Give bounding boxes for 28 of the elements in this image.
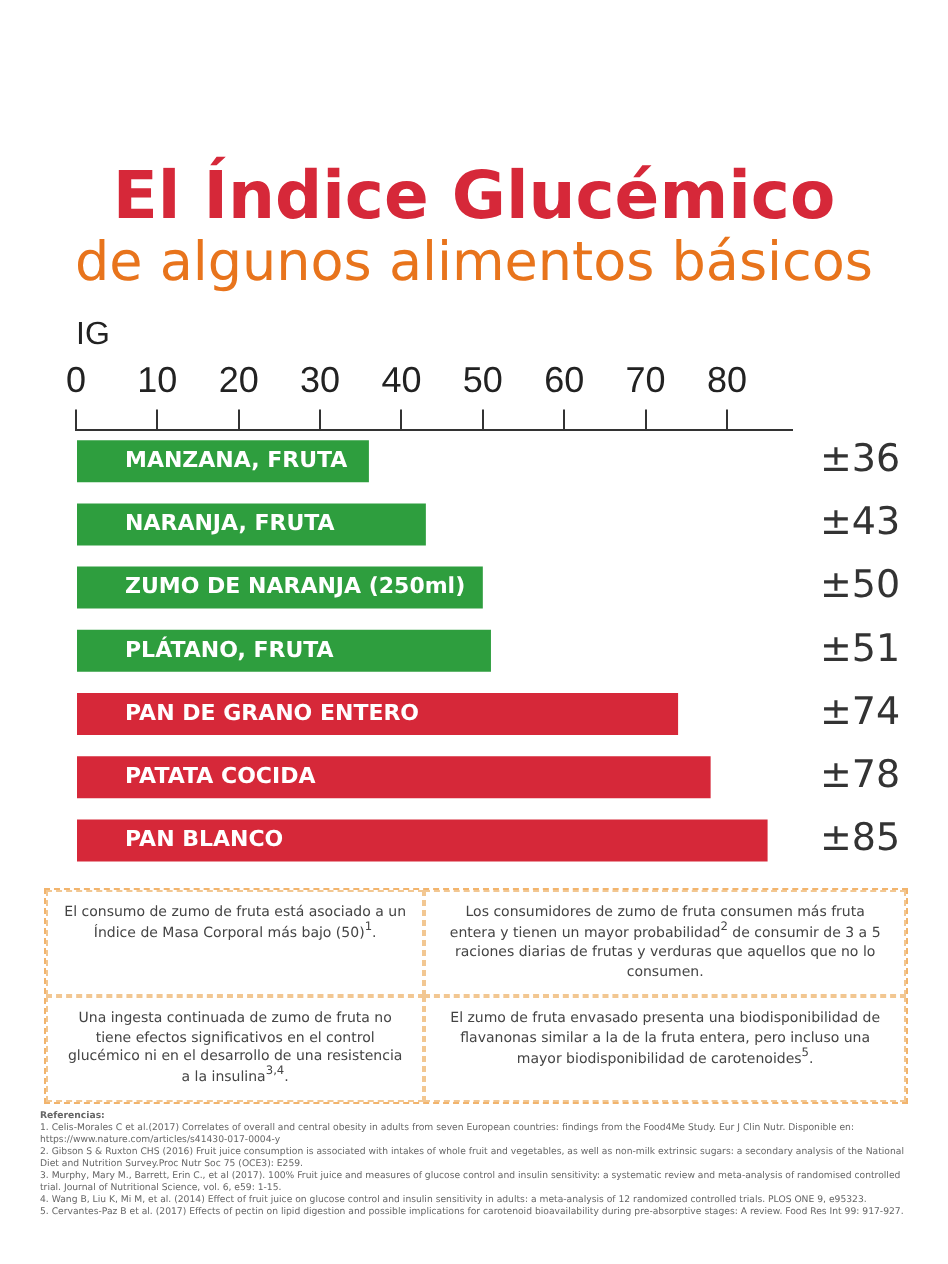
chart-subtitle: de algunos alimentos básicos	[73, 232, 875, 294]
y-tick-label: NARANJA, FRUTA	[125, 510, 336, 537]
x-tick-label: 80	[706, 359, 747, 400]
x-tick-label: 50	[462, 359, 503, 400]
data-label: ±85	[820, 816, 901, 861]
data-label: ±51	[820, 626, 901, 671]
data-label: ±50	[820, 563, 901, 608]
x-tick-label: 20	[218, 359, 259, 400]
x-tick-label: 40	[381, 359, 422, 400]
y-tick-label: PAN BLANCO	[125, 826, 284, 853]
y-tick-label: MANZANA, FRUTA	[125, 446, 349, 473]
bar	[77, 756, 711, 799]
data-label: ±78	[820, 753, 901, 798]
x-tick-label: 60	[544, 359, 585, 400]
x-axis-title: IG	[76, 318, 110, 353]
y-tick-label: ZUMO DE NARANJA (250ml)	[125, 573, 466, 600]
x-tick-label: 70	[625, 359, 666, 400]
y-tick-label: PLÁTANO, FRUTA	[125, 634, 335, 663]
x-tick-label: 0	[65, 359, 87, 400]
x-tick-label: 10	[137, 359, 178, 400]
y-tick-label: PATATA COCIDA	[125, 762, 317, 789]
chart-title: El Índice Glucémico	[110, 156, 838, 234]
data-label: ±43	[820, 500, 901, 545]
y-tick-label: PAN DE GRANO ENTERO	[125, 699, 420, 726]
data-label: ±36	[820, 437, 901, 482]
data-label: ±74	[820, 689, 901, 734]
bar	[77, 819, 768, 862]
x-tick-label: 30	[300, 359, 341, 400]
